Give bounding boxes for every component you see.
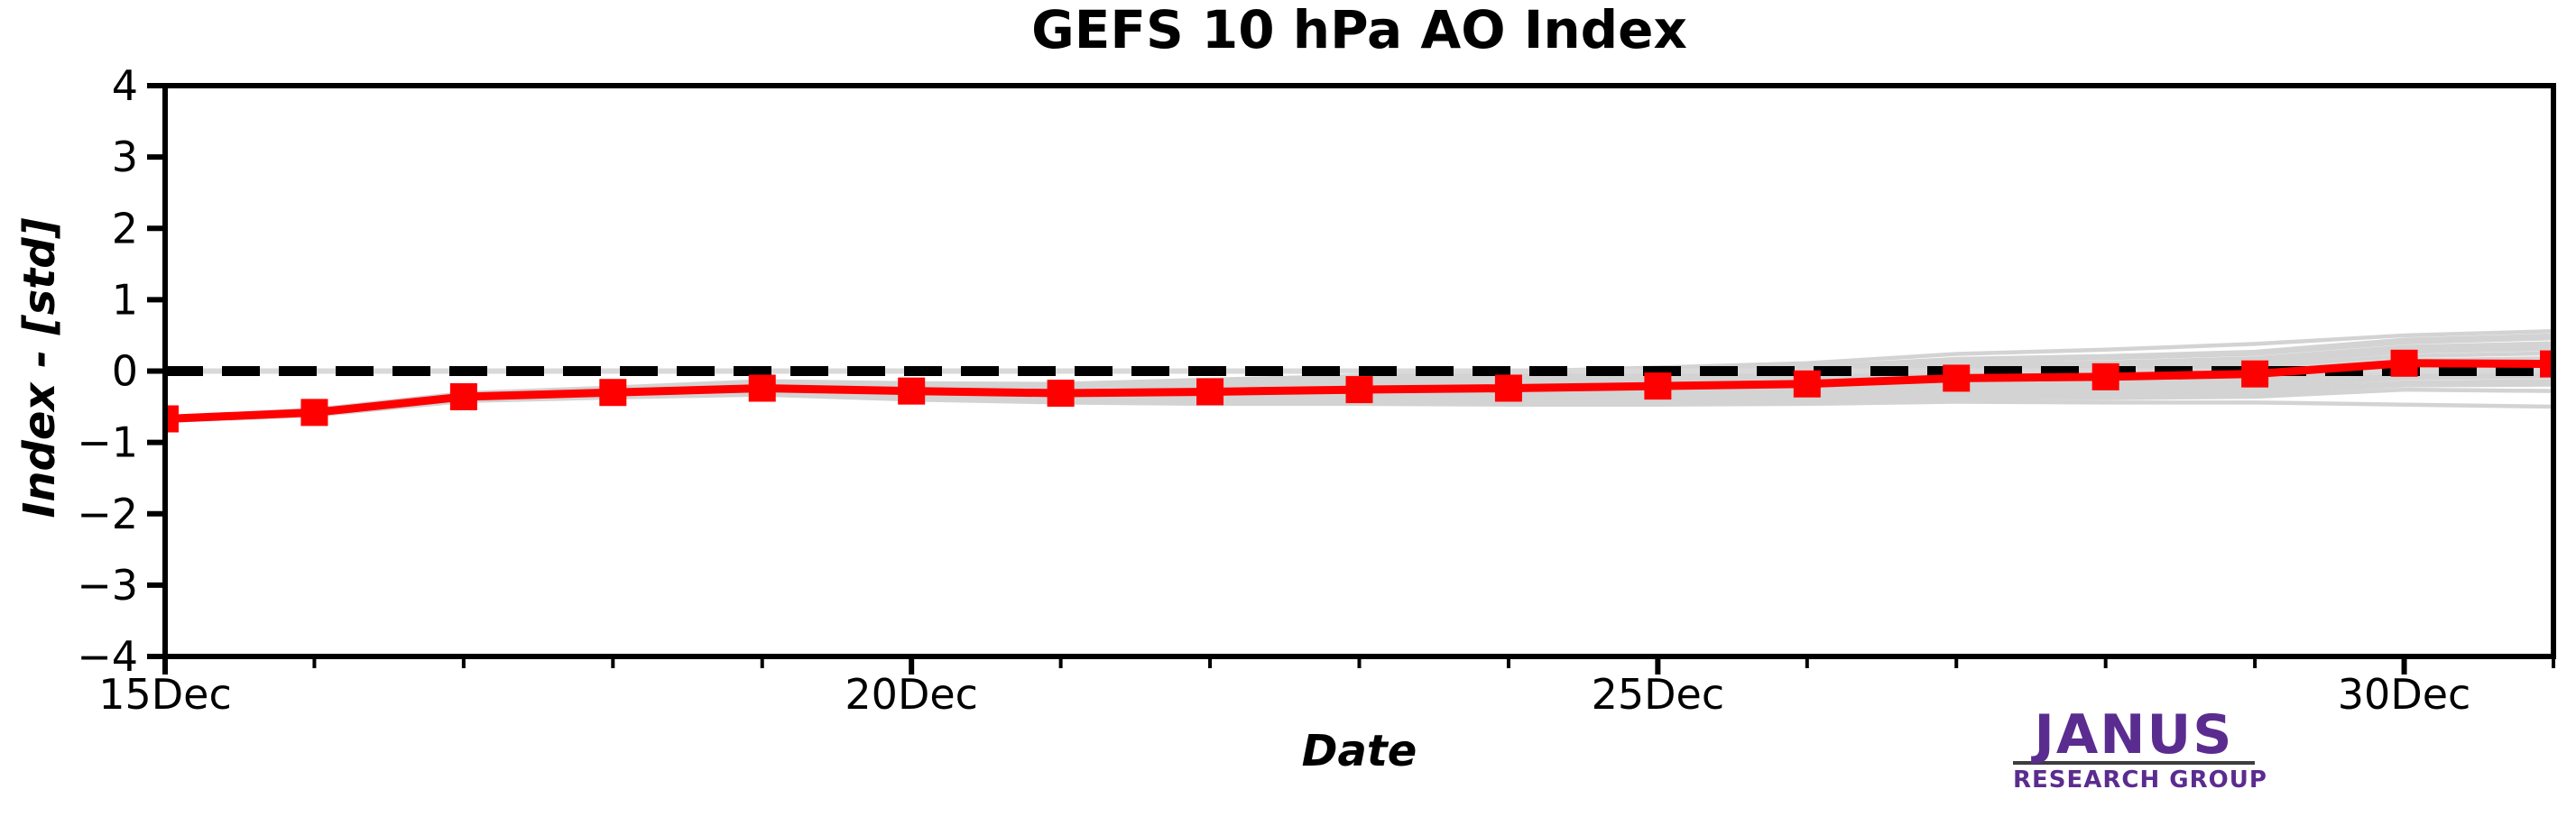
mean-marker: [449, 382, 477, 410]
y-tick-label: −3: [77, 561, 138, 610]
x-tick-label: 15Dec: [98, 670, 232, 719]
mean-marker: [2540, 350, 2553, 378]
mean-marker: [1644, 372, 1672, 400]
x-tick-label: 25Dec: [1592, 670, 1725, 719]
ensemble-member-line: [165, 392, 2553, 424]
mean-marker: [1345, 376, 1373, 404]
y-tick-label: 3: [112, 133, 138, 181]
y-tick-label: −4: [77, 632, 138, 681]
y-tick-label: 2: [112, 204, 138, 252]
y-tick-label: −2: [77, 490, 138, 538]
chart-title: GEFS 10 hPa AO Index: [1031, 0, 1687, 60]
y-axis-title: Index - [std]: [14, 217, 65, 519]
logo-wordmark: JANUS: [2034, 703, 2234, 766]
x-axis-title: Date: [1301, 726, 1417, 776]
mean-marker: [1943, 364, 1971, 392]
logo-underline: [2013, 761, 2255, 765]
x-tick-label: 20Dec: [845, 670, 978, 719]
janus-logo: JANUS RESEARCH GROUP: [2013, 703, 2267, 794]
mean-marker: [2390, 349, 2418, 377]
mean-marker: [1047, 380, 1075, 408]
mean-marker: [1793, 370, 1821, 398]
ensemble-mean-series: [165, 349, 2553, 433]
x-tick-label: 30Dec: [2338, 670, 2471, 719]
mean-marker: [748, 374, 776, 402]
y-tick-label: 4: [112, 61, 138, 110]
mean-marker: [300, 399, 328, 427]
mean-marker: [1494, 374, 1522, 402]
mean-marker: [2091, 363, 2119, 390]
mean-marker: [2241, 360, 2269, 388]
y-tick-label: 0: [112, 347, 138, 396]
y-tick-label: −1: [77, 418, 138, 467]
mean-marker: [599, 379, 627, 407]
logo-subtitle: RESEARCH GROUP: [2013, 766, 2267, 794]
y-tick-label: 1: [112, 275, 138, 324]
mean-marker: [1196, 378, 1224, 406]
mean-marker: [165, 405, 179, 433]
mean-marker: [898, 377, 926, 405]
axis-ticks: [147, 83, 2555, 675]
